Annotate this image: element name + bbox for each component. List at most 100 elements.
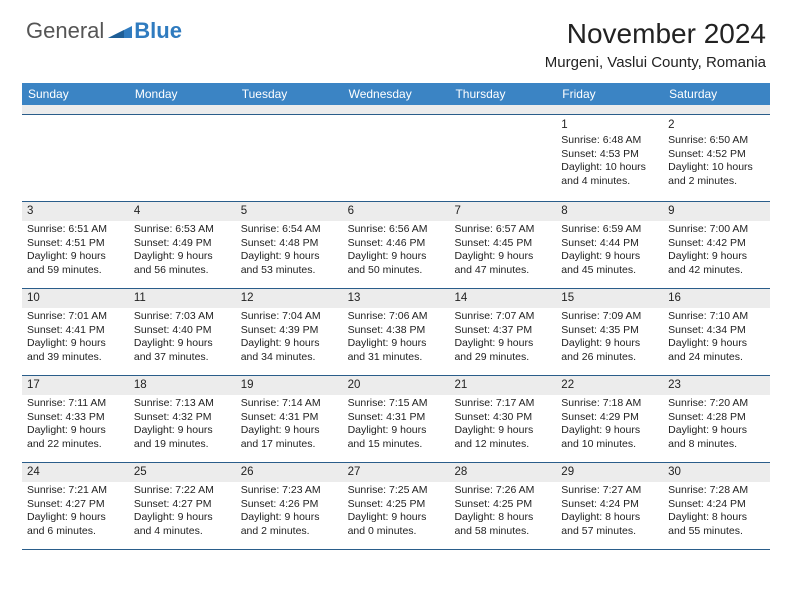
calendar-cell: 23Sunrise: 7:20 AMSunset: 4:28 PMDayligh…: [663, 376, 770, 462]
calendar-cell: 20Sunrise: 7:15 AMSunset: 4:31 PMDayligh…: [343, 376, 450, 462]
day-number: 9: [663, 202, 770, 221]
daylight-line: Daylight: 10 hours and 2 minutes.: [668, 161, 765, 188]
sunset-line: Sunset: 4:49 PM: [134, 237, 231, 251]
day-header: Sunday: [22, 83, 129, 105]
sunset-line: Sunset: 4:45 PM: [454, 237, 551, 251]
sunset-line: Sunset: 4:51 PM: [27, 237, 124, 251]
day-number: 1: [561, 118, 658, 133]
daylight-line: Daylight: 10 hours and 4 minutes.: [561, 161, 658, 188]
day-number: 26: [236, 463, 343, 482]
day-number: 10: [22, 289, 129, 308]
day-number: 17: [22, 376, 129, 395]
sunrise-line: Sunrise: 6:48 AM: [561, 134, 658, 148]
week-row: 17Sunrise: 7:11 AMSunset: 4:33 PMDayligh…: [22, 376, 770, 463]
calendar-cell: 4Sunrise: 6:53 AMSunset: 4:49 PMDaylight…: [129, 202, 236, 288]
sunrise-line: Sunrise: 7:17 AM: [454, 397, 551, 411]
day-number: 24: [22, 463, 129, 482]
daylight-line: Daylight: 9 hours and 31 minutes.: [348, 337, 445, 364]
calendar-cell: 12Sunrise: 7:04 AMSunset: 4:39 PMDayligh…: [236, 289, 343, 375]
day-number: 18: [129, 376, 236, 395]
daylight-line: Daylight: 9 hours and 24 minutes.: [668, 337, 765, 364]
sunset-line: Sunset: 4:25 PM: [454, 498, 551, 512]
sunrise-line: Sunrise: 7:04 AM: [241, 310, 338, 324]
sunset-line: Sunset: 4:32 PM: [134, 411, 231, 425]
sunrise-line: Sunrise: 7:13 AM: [134, 397, 231, 411]
calendar-cell: 19Sunrise: 7:14 AMSunset: 4:31 PMDayligh…: [236, 376, 343, 462]
sunset-line: Sunset: 4:52 PM: [668, 148, 765, 162]
month-title: November 2024: [545, 18, 766, 50]
day-number: 22: [556, 376, 663, 395]
sunset-line: Sunset: 4:35 PM: [561, 324, 658, 338]
sunset-line: Sunset: 4:38 PM: [348, 324, 445, 338]
calendar-cell: [236, 115, 343, 201]
sunset-line: Sunset: 4:41 PM: [27, 324, 124, 338]
daylight-line: Daylight: 9 hours and 45 minutes.: [561, 250, 658, 277]
calendar-cell: [449, 115, 556, 201]
day-number: 13: [343, 289, 450, 308]
calendar-cell: 13 Sunrise: 7:06 AMSunset: 4:38 PMDayligh…: [343, 289, 450, 375]
daylight-line: Daylight: 9 hours and 10 minutes.: [561, 424, 658, 451]
title-block: November 2024 Murgeni, Vaslui County, Ro…: [545, 18, 766, 71]
sunset-line: Sunset: 4:31 PM: [241, 411, 338, 425]
page-header: General Blue November 2024 Murgeni, Vasl…: [0, 0, 792, 75]
day-number: 14: [449, 289, 556, 308]
calendar-cell: 7Sunrise: 6:57 AMSunset: 4:45 PMDaylight…: [449, 202, 556, 288]
day-header: Tuesday: [236, 83, 343, 105]
sunrise-line: Sunrise: 7:11 AM: [27, 397, 124, 411]
calendar-cell: 24Sunrise: 7:21 AMSunset: 4:27 PMDayligh…: [22, 463, 129, 549]
calendar-cell: 16Sunrise: 7:10 AMSunset: 4:34 PMDayligh…: [663, 289, 770, 375]
daylight-line: Daylight: 9 hours and 37 minutes.: [134, 337, 231, 364]
calendar-cell: 3Sunrise: 6:51 AMSunset: 4:51 PMDaylight…: [22, 202, 129, 288]
sunrise-line: Sunrise: 7:27 AM: [561, 484, 658, 498]
sunrise-line: Sunrise: 7:00 AM: [668, 223, 765, 237]
week-row: 1Sunrise: 6:48 AMSunset: 4:53 PMDaylight…: [22, 115, 770, 202]
week-row: 3Sunrise: 6:51 AMSunset: 4:51 PMDaylight…: [22, 202, 770, 289]
day-number: 23: [663, 376, 770, 395]
calendar-cell: 26Sunrise: 7:23 AMSunset: 4:26 PMDayligh…: [236, 463, 343, 549]
daylight-line: Daylight: 9 hours and 12 minutes.: [454, 424, 551, 451]
day-header-row: SundayMondayTuesdayWednesdayThursdayFrid…: [22, 83, 770, 105]
daylight-line: Daylight: 9 hours and 0 minutes.: [348, 511, 445, 538]
sunset-line: Sunset: 4:48 PM: [241, 237, 338, 251]
daylight-line: Daylight: 9 hours and 34 minutes.: [241, 337, 338, 364]
day-header: Saturday: [663, 83, 770, 105]
sunrise-line: Sunrise: 7:06 AM: [348, 310, 445, 324]
location-text: Murgeni, Vaslui County, Romania: [545, 54, 766, 71]
day-number: 11: [129, 289, 236, 308]
day-header: Wednesday: [343, 83, 450, 105]
sunset-line: Sunset: 4:34 PM: [668, 324, 765, 338]
daylight-line: Daylight: 9 hours and 47 minutes.: [454, 250, 551, 277]
day-number: 5: [236, 202, 343, 221]
sunrise-line: Sunrise: 6:59 AM: [561, 223, 658, 237]
week-row: 24Sunrise: 7:21 AMSunset: 4:27 PMDayligh…: [22, 463, 770, 550]
sunset-line: Sunset: 4:28 PM: [668, 411, 765, 425]
calendar-cell: 28Sunrise: 7:26 AMSunset: 4:25 PMDayligh…: [449, 463, 556, 549]
sunrise-line: Sunrise: 7:03 AM: [134, 310, 231, 324]
daylight-line: Daylight: 9 hours and 6 minutes.: [27, 511, 124, 538]
daylight-line: Daylight: 8 hours and 55 minutes.: [668, 511, 765, 538]
sunrise-line: Sunrise: 7:25 AM: [348, 484, 445, 498]
daylight-line: Daylight: 9 hours and 42 minutes.: [668, 250, 765, 277]
calendar-cell: 8 Sunrise: 6:59 AMSunset: 4:44 PMDaylight…: [556, 202, 663, 288]
sunrise-line: Sunrise: 7:26 AM: [454, 484, 551, 498]
sunset-line: Sunset: 4:44 PM: [561, 237, 658, 251]
sunset-line: Sunset: 4:31 PM: [348, 411, 445, 425]
day-number: 29: [556, 463, 663, 482]
day-number: 28: [449, 463, 556, 482]
daylight-line: Daylight: 9 hours and 59 minutes.: [27, 250, 124, 277]
sunrise-line: Sunrise: 7:21 AM: [27, 484, 124, 498]
sunrise-line: Sunrise: 7:22 AM: [134, 484, 231, 498]
calendar-cell: 29Sunrise: 7:27 AMSunset: 4:24 PMDayligh…: [556, 463, 663, 549]
daylight-line: Daylight: 9 hours and 19 minutes.: [134, 424, 231, 451]
daylight-line: Daylight: 9 hours and 15 minutes.: [348, 424, 445, 451]
day-header: Friday: [556, 83, 663, 105]
daylight-line: Daylight: 9 hours and 22 minutes.: [27, 424, 124, 451]
daylight-line: Daylight: 9 hours and 53 minutes.: [241, 250, 338, 277]
day-number: 8: [556, 202, 663, 221]
daylight-line: Daylight: 9 hours and 50 minutes.: [348, 250, 445, 277]
day-number: 6: [343, 202, 450, 221]
brand-mark-icon: [108, 20, 132, 43]
brand-logo: General Blue: [26, 18, 182, 44]
daylight-line: Daylight: 9 hours and 56 minutes.: [134, 250, 231, 277]
calendar-cell: 9Sunrise: 7:00 AMSunset: 4:42 PMDaylight…: [663, 202, 770, 288]
